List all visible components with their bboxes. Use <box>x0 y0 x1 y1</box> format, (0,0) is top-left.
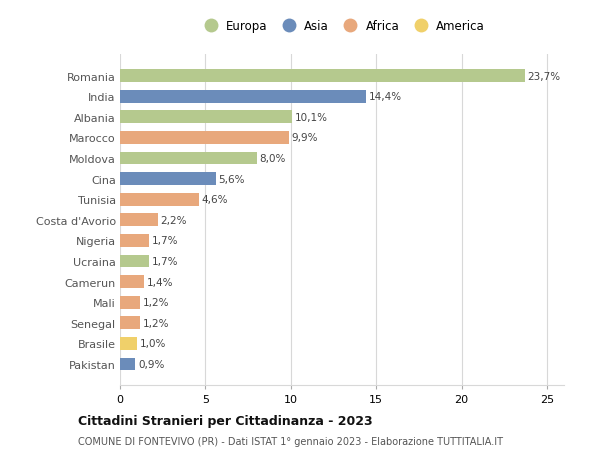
Text: 8,0%: 8,0% <box>259 154 286 164</box>
Bar <box>120 193 199 206</box>
Bar <box>120 111 292 124</box>
Bar <box>120 90 366 103</box>
Text: 0,9%: 0,9% <box>138 359 164 369</box>
Text: 10,1%: 10,1% <box>295 112 328 123</box>
Text: 23,7%: 23,7% <box>527 72 560 81</box>
Bar <box>120 317 140 330</box>
Bar <box>120 358 136 370</box>
Bar <box>120 255 149 268</box>
Text: 1,4%: 1,4% <box>146 277 173 287</box>
Text: 1,7%: 1,7% <box>152 257 178 266</box>
Bar <box>120 275 144 288</box>
Text: 1,0%: 1,0% <box>140 339 166 348</box>
Bar <box>120 152 257 165</box>
Text: 14,4%: 14,4% <box>368 92 401 102</box>
Text: 9,9%: 9,9% <box>292 133 318 143</box>
Text: COMUNE DI FONTEVIVO (PR) - Dati ISTAT 1° gennaio 2023 - Elaborazione TUTTITALIA.: COMUNE DI FONTEVIVO (PR) - Dati ISTAT 1°… <box>78 437 503 446</box>
Legend: Europa, Asia, Africa, America: Europa, Asia, Africa, America <box>197 18 487 36</box>
Text: 4,6%: 4,6% <box>201 195 227 205</box>
Bar <box>120 173 215 185</box>
Text: Cittadini Stranieri per Cittadinanza - 2023: Cittadini Stranieri per Cittadinanza - 2… <box>78 414 373 428</box>
Text: 5,6%: 5,6% <box>218 174 245 184</box>
Text: 1,7%: 1,7% <box>152 236 178 246</box>
Text: 1,2%: 1,2% <box>143 318 170 328</box>
Bar <box>120 214 158 227</box>
Text: 1,2%: 1,2% <box>143 297 170 308</box>
Bar <box>120 337 137 350</box>
Bar <box>120 235 149 247</box>
Bar <box>120 132 289 145</box>
Text: 2,2%: 2,2% <box>160 215 187 225</box>
Bar <box>120 296 140 309</box>
Bar <box>120 70 525 83</box>
